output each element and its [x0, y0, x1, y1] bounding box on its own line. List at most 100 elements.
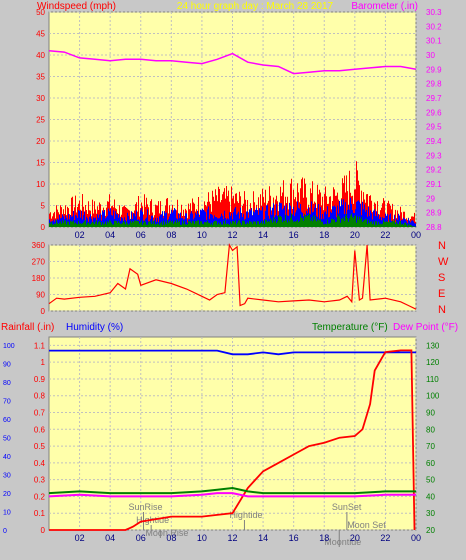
- rain-tick-label: 0.6: [34, 425, 46, 434]
- astro-annotation-label: Hightide: [229, 510, 262, 520]
- p3-x-tick-label: 10: [197, 533, 207, 543]
- rain-tick-label: 0.7: [34, 409, 46, 418]
- temp-tick-label: 60: [426, 459, 435, 468]
- rain-tick-label: 0.8: [34, 392, 46, 401]
- p2-left-tick-label: 270: [32, 258, 46, 267]
- p3-series-line: [48, 486, 416, 495]
- p3-x-tick-label: 20: [350, 533, 360, 543]
- p3-x-tick-label: 06: [136, 533, 146, 543]
- humidity-tick-label: 30: [3, 473, 11, 480]
- p2-left-tick-label: 360: [32, 241, 46, 250]
- p3-x-tick-label: 00: [411, 533, 421, 543]
- p2-left-tick-label: 90: [36, 291, 45, 300]
- rain-tick-label: 0.3: [34, 476, 46, 485]
- temp-tick-label: 70: [426, 442, 435, 451]
- p3-series-line: [49, 349, 416, 531]
- wind-bars: [49, 161, 416, 227]
- humidity-tick-label: 40: [3, 454, 11, 461]
- humidity-tick-label: 20: [3, 491, 11, 498]
- rain-tick-label: 0.2: [34, 492, 46, 501]
- astro-annotation-label: Moon Set: [347, 520, 386, 530]
- p1-x-tick-label: 12: [227, 230, 237, 240]
- p1-right-tick-label: 30.1: [426, 37, 442, 46]
- temperature-axis-title: Temperature (°F): [312, 322, 388, 333]
- p1-left-tick-label: 40: [36, 51, 45, 60]
- p1-right-tick-label: 29.6: [426, 108, 442, 117]
- humidity-tick-label: 80: [3, 380, 11, 387]
- chart-title: 24 hour graph day : March 28 2017: [177, 1, 334, 12]
- p1-right-tick-label: 30: [426, 51, 435, 60]
- rain-tick-label: 0.9: [34, 375, 46, 384]
- p1-x-tick-label: 18: [319, 230, 329, 240]
- p1-left-tick-label: 50: [36, 8, 45, 17]
- p3-x-tick-label: 08: [166, 533, 176, 543]
- temp-tick-label: 120: [426, 358, 440, 367]
- barometer-axis-title: Barometer (.in): [351, 1, 418, 12]
- dewpoint-axis-title: Dew Point (°F): [393, 322, 458, 333]
- rain-humidity-gridlines: [49, 337, 417, 531]
- p3-x-tick-label: 14: [258, 533, 268, 543]
- humidity-tick-label: 10: [3, 510, 11, 517]
- humidity-tick-label: 70: [3, 399, 11, 406]
- p1-right-tick-label: 28.8: [426, 223, 442, 232]
- wind-baro-tick-labels: 02 04 06 08 10 12 14 16 18 20 22 000510152025303540…: [36, 8, 442, 240]
- windspeed-axis-title: Windspeed (mph): [37, 1, 116, 12]
- temp-tick-label: 80: [426, 425, 435, 434]
- temp-tick-label: 30: [426, 509, 435, 518]
- temp-tick-label: 90: [426, 409, 435, 418]
- p1-right-tick-label: 29.4: [426, 137, 442, 146]
- p1-right-tick-label: 29.2: [426, 166, 442, 175]
- humidity-tick-label: 60: [3, 417, 11, 424]
- rain-tick-label: 0.5: [34, 442, 46, 451]
- p1-x-tick-label: 10: [197, 230, 207, 240]
- p1-right-tick-label: 29.8: [426, 80, 442, 89]
- temp-tick-label: 20: [426, 526, 435, 535]
- p3-x-tick-label: 16: [289, 533, 299, 543]
- p3-x-tick-label: 18: [319, 533, 329, 543]
- rainfall-axis-title: Rainfall (.in): [1, 322, 54, 333]
- temp-tick-label: 130: [426, 341, 440, 350]
- wind-direction-label: S: [438, 272, 445, 284]
- temp-tick-label: 110: [426, 375, 439, 384]
- p1-right-tick-label: 29.5: [426, 123, 442, 132]
- p3-x-tick-label: 04: [105, 533, 115, 543]
- wind-direction-series: [48, 243, 417, 310]
- p1-x-tick-label: 00: [411, 230, 421, 240]
- barometer-line: [48, 49, 417, 75]
- p1-x-tick-label: 02: [75, 230, 85, 240]
- p3-x-tick-label: 22: [380, 533, 390, 543]
- p1-left-tick-label: 25: [36, 116, 45, 125]
- p3-x-tick-label: 02: [75, 533, 85, 543]
- rain-tick-label: 0: [41, 526, 46, 535]
- p1-right-tick-label: 28.9: [426, 209, 442, 218]
- humidity-axis-title: Humidity (%): [66, 322, 123, 333]
- wind-direction-label: W: [438, 256, 449, 268]
- p1-right-tick-label: 29.7: [426, 94, 442, 103]
- p1-right-tick-label: 29.9: [426, 65, 442, 74]
- wind-direction-line: [48, 243, 417, 310]
- astro-annotation-label: SunSet: [332, 502, 362, 512]
- wind-baro-series: [48, 49, 417, 75]
- astro-annotation-label: SunRise: [129, 502, 163, 512]
- p1-x-tick-label: 06: [136, 230, 146, 240]
- wind-direction-label: N: [438, 240, 446, 252]
- p1-left-tick-label: 5: [41, 202, 46, 211]
- p1-left-tick-label: 20: [36, 137, 45, 146]
- rain-tick-label: 1.1: [34, 341, 46, 350]
- wind-direction-label: N: [438, 304, 446, 316]
- temp-tick-label: 100: [426, 392, 440, 401]
- p1-left-tick-label: 35: [36, 73, 45, 82]
- p1-x-tick-label: 14: [258, 230, 268, 240]
- p3-x-tick-label: 12: [227, 533, 237, 543]
- p2-left-tick-label: 0: [41, 307, 46, 316]
- p1-right-tick-label: 29.3: [426, 151, 442, 160]
- p1-left-tick-label: 10: [36, 180, 45, 189]
- p1-x-tick-label: 04: [105, 230, 115, 240]
- p1-x-tick-label: 20: [350, 230, 360, 240]
- p1-left-tick-label: 30: [36, 94, 45, 103]
- temp-tick-label: 50: [426, 476, 435, 485]
- p1-x-tick-label: 08: [166, 230, 176, 240]
